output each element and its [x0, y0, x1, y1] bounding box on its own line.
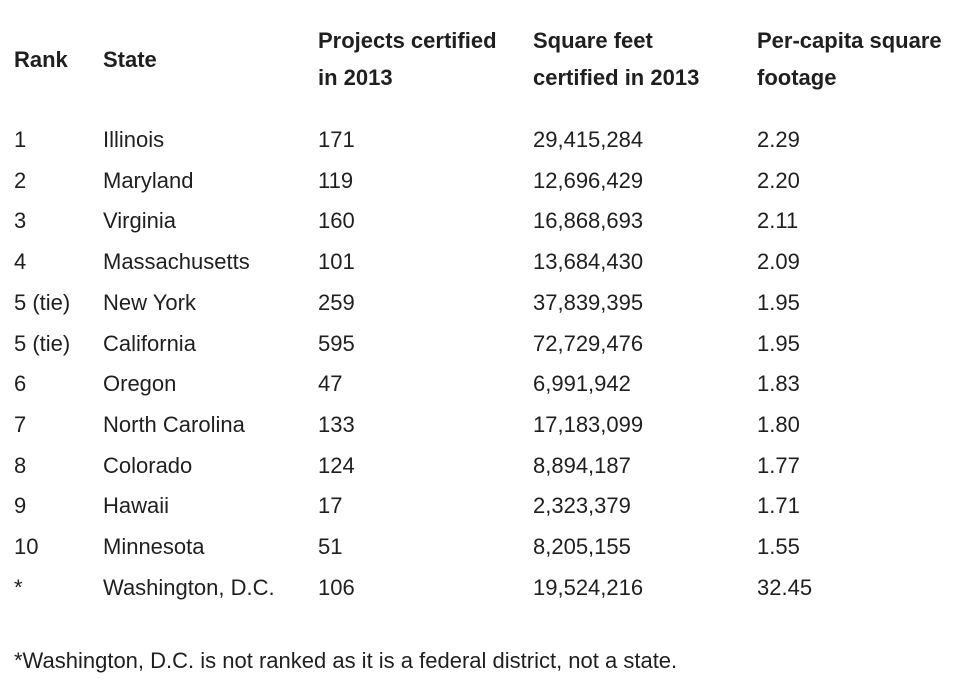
header-state: State: [103, 18, 318, 100]
per-capita-cell: 1.77: [757, 452, 800, 478]
square-feet-cell: 17,183,099: [533, 411, 644, 437]
square-feet-cell: 2,323,379: [533, 493, 631, 519]
rank-cell: 5 (tie): [14, 330, 71, 356]
table-row: * Washington, D.C. 106 19,524,216 32.45: [14, 568, 974, 609]
rank-cell: 4: [14, 249, 27, 275]
table-row: 5 (tie) New York 259 37,839,395 1.95: [14, 283, 974, 324]
header-projects-line2: in 2013: [318, 65, 393, 90]
header-projects: Projects certified in 2013: [318, 18, 533, 100]
table-row: 8 Colorado 124 8,894,187 1.77: [14, 446, 974, 487]
state-ranking-table: Rank State Projects certified in 2013 Sq…: [14, 18, 974, 608]
table-row: 2 Maryland 119 12,696,429 2.20: [14, 161, 974, 202]
square-feet-cell: 16,868,693: [533, 208, 644, 234]
projects-cell: 133: [318, 411, 355, 437]
state-cell: Washington, D.C.: [103, 574, 275, 600]
rank-cell: 6: [14, 371, 27, 397]
projects-cell: 171: [318, 127, 355, 152]
state-cell: Massachusetts: [103, 249, 250, 275]
rank-cell: *: [14, 574, 23, 600]
rank-cell: 7: [14, 411, 27, 437]
header-per-capita-line2: footage: [757, 65, 837, 90]
header-square-feet-line2: certified in 2013: [533, 65, 700, 90]
projects-cell: 259: [318, 289, 355, 315]
table-row: 6 Oregon 47 6,991,942 1.83: [14, 364, 974, 405]
header-per-capita-line1: Per-capita square: [757, 28, 942, 53]
rank-cell: 8: [14, 452, 27, 478]
state-cell: Minnesota: [103, 534, 205, 560]
square-feet-cell: 8,205,155: [533, 534, 631, 560]
per-capita-cell: 2.11: [757, 208, 799, 234]
square-feet-cell: 12,696,429: [533, 167, 644, 193]
state-cell: New York: [103, 289, 196, 315]
projects-cell: 106: [318, 574, 355, 600]
footnote: *Washington, D.C. is not ranked as it is…: [14, 648, 678, 673]
projects-cell: 595: [318, 330, 355, 356]
header-per-capita: Per-capita square footage: [757, 18, 974, 100]
state-cell: California: [103, 330, 196, 356]
square-feet-cell: 29,415,284: [533, 127, 644, 152]
table-row: 5 (tie) California 595 72,729,476 1.95: [14, 324, 974, 365]
square-feet-cell: 37,839,395: [533, 289, 644, 315]
header-square-feet: Square feet certified in 2013: [533, 18, 757, 100]
projects-cell: 124: [318, 452, 355, 478]
per-capita-cell: 32.45: [757, 574, 813, 600]
square-feet-cell: 8,894,187: [533, 452, 631, 478]
table-row: 3 Virginia 160 16,868,693 2.11: [14, 201, 974, 242]
table-row: 1 Illinois 171 29,415,284 2.29: [14, 120, 974, 161]
state-cell: Hawaii: [103, 493, 170, 519]
rank-cell: 10: [14, 534, 39, 560]
projects-cell: 47: [318, 371, 343, 397]
projects-cell: 119: [318, 167, 354, 193]
table-row: 7 North Carolina 133 17,183,099 1.80: [14, 405, 974, 446]
projects-cell: 51: [318, 534, 343, 560]
rank-cell: 1: [14, 127, 27, 152]
per-capita-cell: 2.09: [757, 249, 800, 275]
header-square-feet-line1: Square feet: [533, 28, 653, 53]
state-cell: Illinois: [103, 127, 165, 152]
square-feet-cell: 6,991,942: [533, 371, 631, 397]
per-capita-cell: 1.80: [757, 411, 800, 437]
projects-cell: 17: [318, 493, 343, 519]
per-capita-cell: 2.20: [757, 167, 800, 193]
table-row: 9 Hawaii 17 2,323,379 1.71: [14, 486, 974, 527]
rank-cell: 9: [14, 493, 27, 519]
per-capita-cell: 1.83: [757, 371, 800, 397]
table-header-row: Rank State Projects certified in 2013 Sq…: [14, 18, 974, 100]
projects-cell: 160: [318, 208, 355, 234]
rank-cell: 5 (tie): [14, 289, 71, 315]
per-capita-cell: 1.95: [757, 330, 800, 356]
state-cell: Maryland: [103, 167, 194, 193]
header-rank-label: Rank: [14, 46, 68, 72]
state-cell: Virginia: [103, 208, 176, 234]
per-capita-cell: 1.95: [757, 289, 800, 315]
square-feet-cell: 72,729,476: [533, 330, 644, 356]
header-projects-line1: Projects certified: [318, 28, 497, 53]
state-cell: Colorado: [103, 452, 193, 478]
rank-cell: 3: [14, 208, 27, 234]
state-cell: North Carolina: [103, 411, 245, 437]
table-row: 4 Massachusetts 101 13,684,430 2.09: [14, 242, 974, 283]
state-cell: Oregon: [103, 371, 177, 397]
header-spacer: [14, 100, 974, 120]
header-state-label: State: [103, 46, 157, 72]
per-capita-cell: 2.29: [757, 127, 800, 152]
per-capita-cell: 1.71: [757, 493, 800, 519]
per-capita-cell: 1.55: [757, 534, 800, 560]
table-row: 10 Minnesota 51 8,205,155 1.55: [14, 527, 974, 568]
header-rank: Rank: [14, 18, 103, 100]
square-feet-cell: 19,524,216: [533, 574, 644, 600]
square-feet-cell: 13,684,430: [533, 249, 644, 275]
spacer-cell: [14, 100, 974, 120]
rank-cell: 2: [14, 167, 27, 193]
projects-cell: 101: [318, 249, 355, 275]
